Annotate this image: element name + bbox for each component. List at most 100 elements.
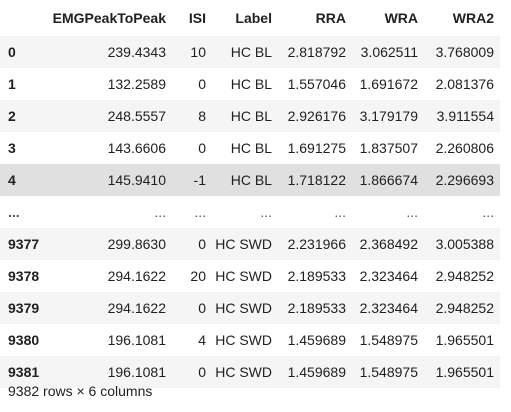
table-row: 4 145.9410 -1 HC BL 1.718122 1.866674 2.296693 [0, 164, 500, 196]
row-index: 9379 [8, 300, 40, 316]
cell-label: HC SWD [215, 300, 272, 316]
table-row: 9380 196.1081 4 HC SWD 1.459689 1.548975 1.965… [0, 324, 500, 356]
cell-isi: 4 [198, 332, 206, 348]
row-index: 9381 [8, 364, 40, 380]
cell-wra: 2.323464 [359, 300, 418, 316]
cell-label: HC SWD [215, 332, 272, 348]
cell-wra2: 2.296693 [435, 172, 494, 188]
cell-rra: 2.231966 [287, 236, 346, 252]
cell-wra2: 2.260806 [435, 140, 494, 156]
cell-rra: 2.189533 [287, 300, 346, 316]
cell-emgpeaktopeak: 196.1081 [107, 364, 166, 380]
cell-emgpeaktopeak: 239.4343 [107, 44, 166, 60]
row-index: 9377 [8, 236, 40, 252]
cell-isi: 0 [198, 236, 206, 252]
cell-label: HC SWD [215, 364, 272, 380]
cell-isi: 0 [198, 300, 206, 316]
cell-wra: 3.179179 [359, 108, 418, 124]
column-header-wra2: WRA2 [452, 10, 494, 26]
table-row: 0 239.4343 10 HC BL 2.818792 3.062511 3.768009 [0, 36, 500, 68]
cell-emgpeaktopeak: 132.2589 [107, 76, 166, 92]
cell-rra: 1.459689 [287, 364, 346, 380]
cell-label: HC BL [230, 108, 272, 124]
cell-wra: 3.062511 [360, 44, 418, 60]
cell-label: HC SWD [215, 236, 272, 252]
cell-isi: 0 [198, 76, 206, 92]
column-header-emgpeaktopeak: EMGPeakToPeak [52, 10, 166, 26]
cell-isi: 10 [190, 44, 206, 60]
row-index: 9380 [8, 332, 40, 348]
cell-label: HC BL [230, 44, 272, 60]
cell-isi: ... [194, 204, 206, 220]
cell-isi: 0 [198, 364, 206, 380]
cell-emgpeaktopeak: 196.1081 [107, 332, 166, 348]
table-row: 9377 299.8630 0 HC SWD 2.231966 2.368492 3.005… [0, 228, 500, 260]
column-header-isi: ISI [188, 10, 206, 26]
table-row: 2 248.5557 8 HC BL 2.926176 3.179179 3.911554 [0, 100, 500, 132]
cell-wra: 1.837507 [359, 140, 418, 156]
row-index: 4 [8, 172, 16, 188]
cell-wra2: ... [482, 204, 494, 220]
cell-wra2: 3.768009 [435, 44, 494, 60]
cell-rra: 2.926176 [287, 108, 346, 124]
cell-emgpeaktopeak: 248.5557 [107, 108, 166, 124]
cell-label: HC BL [230, 172, 272, 188]
row-index: ... [8, 204, 20, 220]
cell-wra: 1.691672 [359, 76, 418, 92]
cell-wra: ... [406, 204, 418, 220]
row-column-summary: 9382 rows × 6 columns [8, 383, 153, 399]
cell-emgpeaktopeak: 143.6606 [107, 140, 166, 156]
cell-label: HC BL [230, 140, 272, 156]
cell-label: HC SWD [215, 268, 272, 284]
cell-wra2: 2.948252 [435, 268, 494, 284]
table-row: 1 132.2589 0 HC BL 1.557046 1.691672 2.081376 [0, 68, 500, 100]
cell-label: HC BL [230, 76, 272, 92]
cell-wra2: 1.965501 [435, 332, 494, 348]
cell-wra2: 2.948252 [435, 300, 494, 316]
table-row: 9381 196.1081 0 HC SWD 1.459689 1.548975 1.965… [0, 356, 500, 388]
cell-isi: 8 [198, 108, 206, 124]
table-header: EMGPeakToPeak ISI Label RRA WRA WRA2 [0, 0, 500, 36]
cell-rra: 2.189533 [287, 268, 346, 284]
cell-wra2: 3.005388 [435, 236, 494, 252]
dataframe-table: EMGPeakToPeak ISI Label RRA WRA WRA2 0 23… [0, 0, 500, 388]
cell-rra: 1.557046 [287, 76, 346, 92]
cell-emgpeaktopeak: ... [154, 204, 166, 220]
row-index: 9378 [8, 268, 40, 284]
cell-emgpeaktopeak: 294.1622 [107, 268, 166, 284]
cell-wra: 1.548975 [359, 332, 418, 348]
cell-rra: 1.691275 [287, 140, 346, 156]
cell-emgpeaktopeak: 299.8630 [107, 236, 166, 252]
row-index: 3 [8, 140, 16, 156]
ellipsis-row: ..................... [0, 196, 500, 228]
row-index: 2 [8, 108, 16, 124]
cell-isi: 0 [198, 140, 206, 156]
cell-rra: 2.818792 [287, 44, 346, 60]
header-row: EMGPeakToPeak ISI Label RRA WRA WRA2 [0, 0, 500, 36]
cell-wra: 1.548975 [359, 364, 418, 380]
cell-emgpeaktopeak: 145.9410 [107, 172, 166, 188]
row-index: 1 [8, 76, 16, 92]
cell-wra: 2.323464 [359, 268, 418, 284]
cell-wra2: 1.965501 [435, 364, 494, 380]
row-index: 0 [8, 44, 16, 60]
cell-wra2: 2.081376 [435, 76, 494, 92]
cell-emgpeaktopeak: 294.1622 [107, 300, 166, 316]
table-body: 0 239.4343 10 HC BL 2.818792 3.062511 3.768009… [0, 36, 500, 388]
index-header [0, 0, 52, 36]
cell-rra: 1.459689 [287, 332, 346, 348]
column-header-wra: WRA [384, 10, 418, 26]
cell-wra: 2.368492 [359, 236, 418, 252]
table-row: 9378 294.1622 20 HC SWD 2.189533 2.323464 2.94… [0, 260, 500, 292]
cell-wra2: 3.911554 [436, 108, 494, 124]
column-header-label: Label [235, 10, 272, 26]
cell-rra: ... [334, 204, 346, 220]
column-header-rra: RRA [315, 10, 346, 26]
cell-isi: 20 [190, 268, 206, 284]
cell-isi: -1 [193, 172, 206, 188]
cell-wra: 1.866674 [359, 172, 418, 188]
cell-label: ... [260, 204, 272, 220]
cell-rra: 1.718122 [287, 172, 346, 188]
table-row: 9379 294.1622 0 HC SWD 2.189533 2.323464 2.948… [0, 292, 500, 324]
